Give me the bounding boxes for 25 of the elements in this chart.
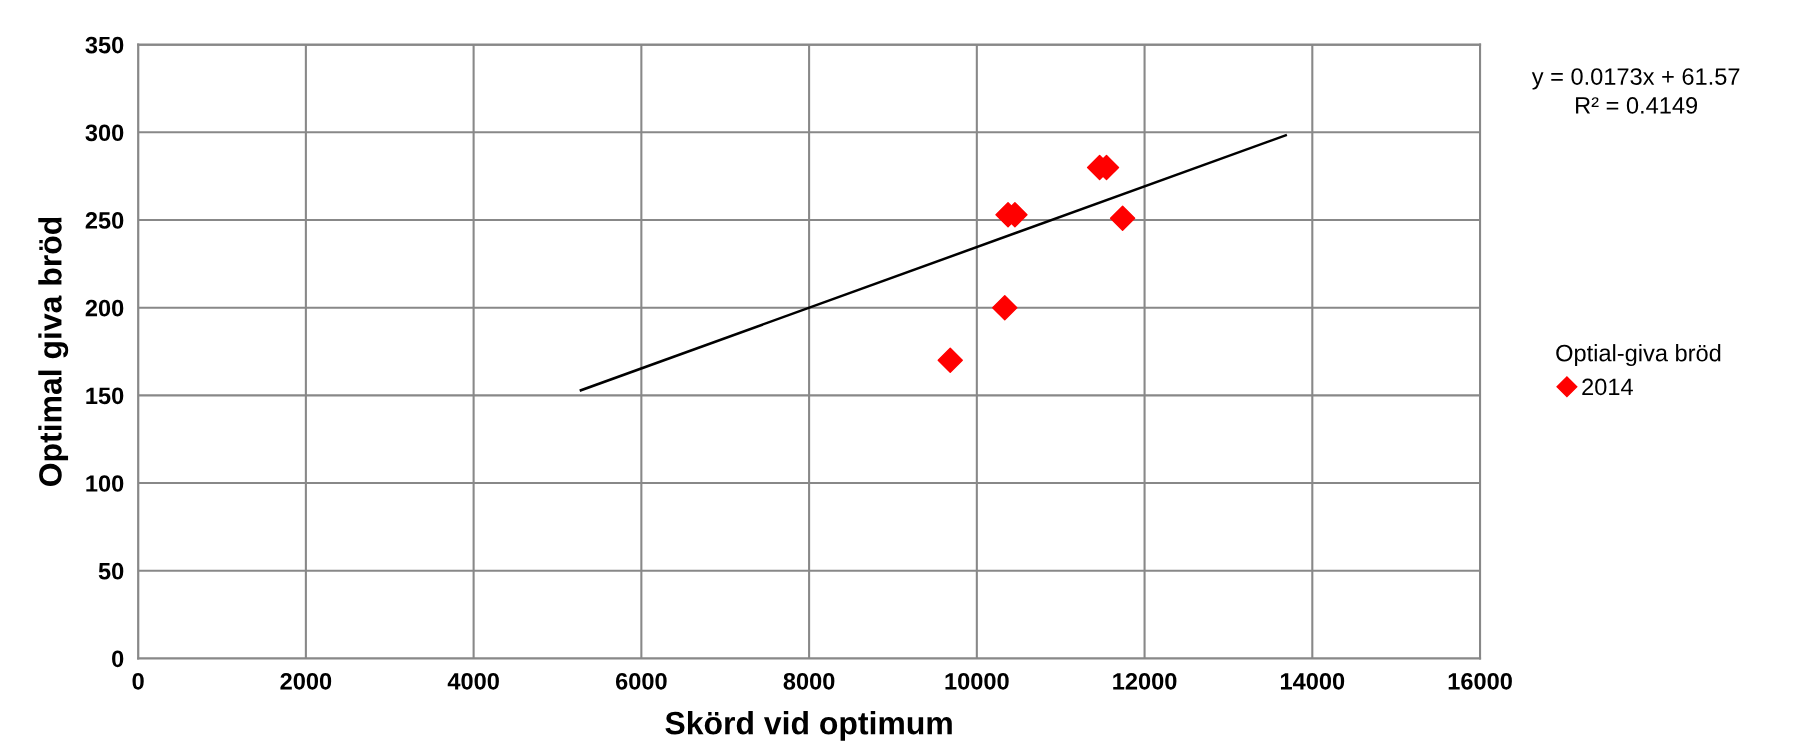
legend-label: 2014 [1582, 378, 1633, 396]
x-axis-title: Skörd vid optimum [665, 711, 952, 741]
y-tick-label: 350 [85, 36, 124, 54]
x-tick-label: 4000 [447, 672, 499, 690]
y-tick-label: 0 [112, 650, 124, 668]
x-tick-label: 14000 [1280, 672, 1345, 690]
point [937, 347, 963, 374]
y-tick-label: 150 [86, 387, 124, 405]
text: y = 0.0173x + 61.57 R² = 0.4149 [1531, 68, 1740, 114]
y-tick-label: 300 [85, 124, 124, 142]
y-tick-label: 200 [85, 299, 124, 317]
point [1109, 205, 1136, 231]
x-tick-label: 12000 [1113, 672, 1177, 690]
x-tick-label: 0 [132, 672, 144, 690]
y-tick-label: 50 [98, 562, 124, 580]
x-tick-label: 2000 [280, 672, 332, 690]
x-tick-label: 10000 [945, 672, 1009, 690]
y-axis-title: Optimal giva bröd [38, 217, 69, 486]
x-tick-label: 6000 [615, 672, 667, 690]
y-tick-label: 100 [86, 475, 124, 492]
x-tick-label: 8000 [783, 672, 835, 690]
x-tick-label: 16000 [1448, 672, 1512, 690]
point [992, 294, 1018, 321]
legend-title: Optial-giva bröd [1556, 344, 1721, 367]
y-tick-label: 250 [85, 212, 124, 229]
